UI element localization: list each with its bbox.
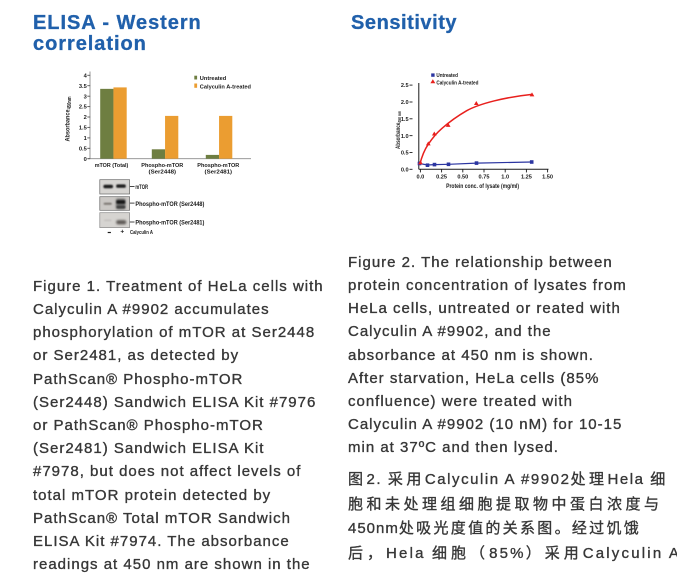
svg-text:(Ser2481): (Ser2481): [205, 170, 233, 176]
svg-text:1.0: 1.0: [501, 174, 509, 180]
svg-text:1.5: 1.5: [401, 117, 409, 123]
svg-text:0.0: 0.0: [417, 174, 425, 180]
svg-text:+: +: [120, 229, 124, 236]
svg-text:2.5: 2.5: [401, 83, 409, 89]
svg-text:1.5: 1.5: [79, 126, 87, 132]
svg-text:Absorbance450 nm: Absorbance450 nm: [395, 111, 402, 149]
svg-text:Untreated: Untreated: [436, 73, 458, 79]
svg-text:Absorbance450nm: Absorbance450nm: [65, 96, 73, 141]
svg-text:1: 1: [84, 136, 87, 142]
svg-text:Phospho-mTOR: Phospho-mTOR: [197, 163, 240, 169]
svg-text:0.5: 0.5: [401, 151, 409, 157]
svg-text:Calyculin A-treated: Calyculin A-treated: [200, 84, 252, 90]
svg-text:2.5: 2.5: [79, 105, 87, 111]
svg-text:2: 2: [84, 115, 87, 121]
svg-text:0.5: 0.5: [79, 146, 87, 152]
svg-text:Calyculin A-treated: Calyculin A-treated: [436, 80, 478, 86]
svg-text:Protein conc. of lysate (mg/ml: Protein conc. of lysate (mg/ml): [446, 183, 519, 190]
svg-text:Calyculin A: Calyculin A: [130, 230, 153, 236]
svg-text:4: 4: [84, 73, 88, 79]
svg-text:Untreated: Untreated: [200, 76, 227, 82]
svg-text:1.50: 1.50: [542, 174, 553, 180]
svg-text:0: 0: [84, 157, 87, 163]
svg-text:0.25: 0.25: [436, 174, 447, 180]
svg-text:Phospho-mTOR (Ser2448): Phospho-mTOR (Ser2448): [135, 201, 204, 208]
svg-text:Phospho-mTOR (Ser2481): Phospho-mTOR (Ser2481): [135, 220, 204, 227]
svg-text:2.0: 2.0: [401, 100, 409, 106]
svg-text:3.5: 3.5: [79, 84, 87, 90]
svg-text:mTOR (Total): mTOR (Total): [95, 163, 129, 169]
svg-text:0.50: 0.50: [457, 174, 468, 180]
svg-text:3: 3: [84, 94, 87, 100]
svg-text:Phospho-mTOR: Phospho-mTOR: [141, 163, 184, 169]
svg-text:0.0: 0.0: [401, 167, 409, 173]
svg-text:(Ser2448): (Ser2448): [149, 170, 177, 176]
svg-text:1.0: 1.0: [401, 134, 409, 140]
svg-text:1.25: 1.25: [521, 174, 532, 180]
svg-text:0.75: 0.75: [479, 174, 490, 180]
svg-text:mTOR: mTOR: [135, 184, 148, 191]
